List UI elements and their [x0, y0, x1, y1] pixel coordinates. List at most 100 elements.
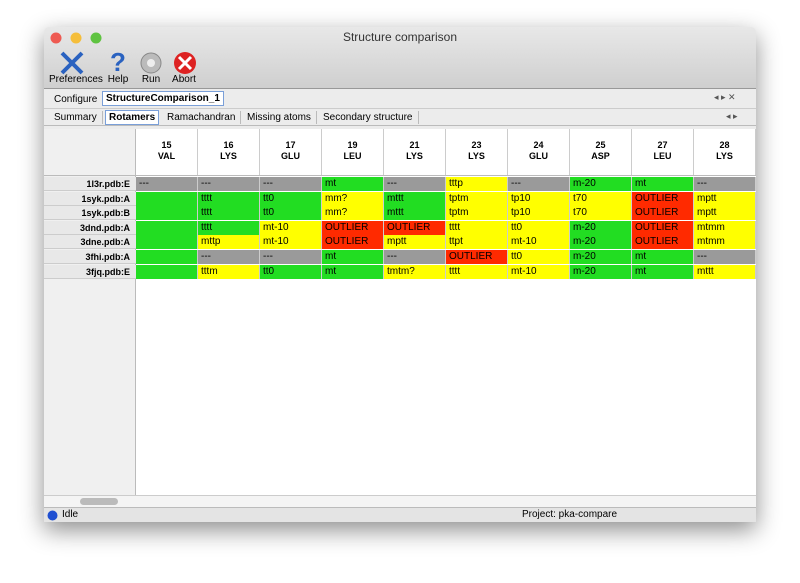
subtab[interactable]: Summary	[54, 112, 97, 123]
table-cell: ttpt	[446, 235, 508, 250]
table-cell: tttt	[446, 264, 508, 279]
table-cell: tt0	[508, 220, 570, 235]
table-cell: mt-10	[508, 264, 570, 279]
table-cell	[136, 220, 198, 235]
table-cell: mt	[632, 264, 694, 279]
table-cell: mm?	[322, 191, 384, 206]
column-header: 19 LEU	[322, 129, 384, 175]
row-label: 1syk.pdb:A	[44, 191, 136, 206]
column-residue: ASP	[591, 151, 610, 161]
table-cell: OUTLIER	[322, 220, 384, 235]
table-cell: tmtm?	[384, 264, 446, 279]
table-cell: tp10	[508, 191, 570, 206]
table-cell: ---	[260, 177, 322, 191]
toolbar-button[interactable]: Preferences	[49, 74, 103, 85]
table-cell	[136, 250, 198, 264]
table-cell: mt	[322, 177, 384, 191]
subtab[interactable]: Secondary structure	[323, 112, 413, 123]
row-label: 3dne.pdb:A	[44, 235, 136, 250]
status-text: Idle	[62, 509, 79, 520]
table-cell: tt0	[260, 264, 322, 279]
table-cell	[136, 191, 198, 206]
toolbar-icons: ?	[60, 49, 196, 77]
table-cell: m-20	[570, 235, 632, 250]
column-residue: LYS	[468, 151, 485, 161]
table-cell: mm?	[322, 206, 384, 221]
column-residue: LYS	[406, 151, 423, 161]
table-cell: OUTLIER	[446, 250, 508, 264]
subtab[interactable]: Missing atoms	[247, 112, 311, 123]
column-header: 23 LYS	[446, 129, 508, 175]
scroll-thumb[interactable]	[80, 498, 118, 505]
column-header: 15 VAL	[136, 129, 198, 175]
table-cell: OUTLIER	[384, 220, 446, 235]
column-header: 16 LYS	[198, 129, 260, 175]
column-header: 27 LEU	[632, 129, 694, 175]
table-cell: m-20	[570, 250, 632, 264]
table-cell: ---	[136, 177, 198, 191]
status-bar: Idle Project: pka-compare	[44, 507, 756, 522]
svg-text:?: ?	[110, 49, 126, 77]
title-toolbar	[44, 27, 756, 89]
column-number: 28	[719, 140, 730, 150]
table-cell: mt	[632, 177, 694, 191]
tab[interactable]: StructureComparison_1	[102, 91, 224, 106]
subtab-separator	[316, 111, 317, 124]
table-cell: mtmm	[694, 235, 756, 250]
column-header: 17 GLU	[260, 129, 322, 175]
column-number: 21	[409, 140, 420, 150]
status-icon	[47, 510, 58, 521]
traffic-lights[interactable]	[50, 31, 110, 45]
project-text: Project: pka-compare	[522, 509, 618, 520]
scrollbar[interactable]	[44, 495, 756, 507]
column-header: 28 LYS	[694, 129, 756, 175]
toolbar-button[interactable]: Help	[107, 74, 129, 85]
table-cell: ---	[260, 250, 322, 264]
table-cell: mt	[322, 250, 384, 264]
table-cell: OUTLIER	[632, 220, 694, 235]
table-cell: tp10	[508, 206, 570, 221]
column-header: 21 LYS	[384, 129, 446, 175]
table-cell: mt	[632, 250, 694, 264]
row-label: 3fjq.pdb:E	[44, 264, 136, 279]
column-residue: GLU	[529, 151, 548, 161]
table-cell: OUTLIER	[632, 206, 694, 221]
column-number: 25	[595, 140, 606, 150]
table-cell: tttt	[198, 220, 260, 235]
tab-nav[interactable]: ◂ ▸ ✕	[714, 92, 736, 102]
table-cell: t70	[570, 206, 632, 221]
column-header: 25 ASP	[570, 129, 632, 175]
subtab-separator	[240, 111, 241, 124]
table-cell: t70	[570, 191, 632, 206]
table-cell: tptm	[446, 191, 508, 206]
subtab-nav[interactable]: ◂ ▸	[726, 111, 738, 121]
table-cell: tttt	[198, 191, 260, 206]
table-cell: mtmm	[694, 220, 756, 235]
row-label: 1syk.pdb:B	[44, 206, 136, 221]
table-cell: ---	[198, 177, 260, 191]
subtab-separator	[418, 111, 419, 124]
toolbar-button[interactable]: Abort	[172, 74, 196, 85]
row-label: 1l3r.pdb:E	[44, 177, 136, 191]
table-cell: tt0	[260, 191, 322, 206]
column-residue: LYS	[716, 151, 733, 161]
table-cell: mttt	[694, 264, 756, 279]
subtab[interactable]: Ramachandran	[167, 112, 236, 123]
column-number: 19	[347, 140, 358, 150]
table-cell: mptt	[384, 235, 446, 250]
table-cell	[136, 264, 198, 279]
column-number: 16	[223, 140, 234, 150]
column-header: 24 GLU	[508, 129, 570, 175]
column-residue: LEU	[653, 151, 672, 161]
window: Structure comparison ? Preferences Help …	[44, 27, 756, 522]
table-cell: ---	[384, 177, 446, 191]
table-cell: tttt	[446, 220, 508, 235]
subtab-bar: Summary Rotamers Ramachandran Missing atoms…	[44, 108, 756, 126]
toolbar-button[interactable]: Run	[141, 74, 161, 85]
subtab[interactable]: Rotamers	[105, 110, 160, 125]
table-cell: OUTLIER	[632, 235, 694, 250]
table-cell: tttm	[198, 264, 260, 279]
table-cell: tttp	[446, 177, 508, 191]
column-number: 17	[285, 140, 296, 150]
tab-label[interactable]: Configure	[54, 94, 98, 105]
